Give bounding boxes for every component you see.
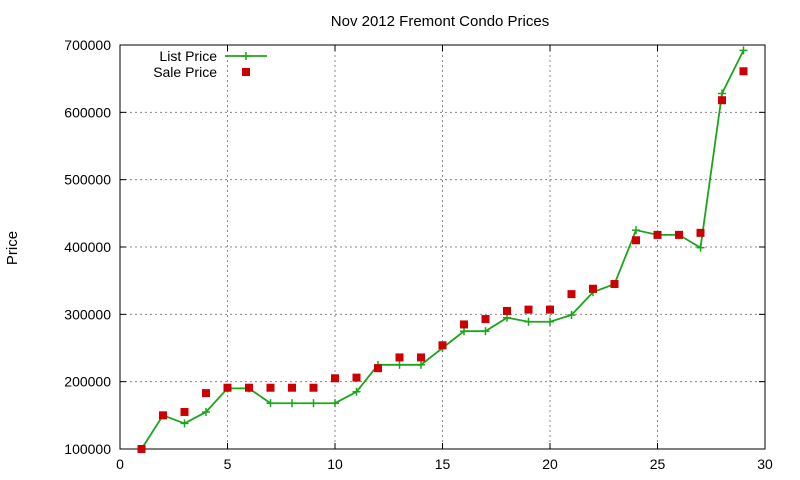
sale-price-point <box>137 445 146 453</box>
chart-title: Nov 2012 Fremont Condo Prices <box>331 13 549 30</box>
sale-price-point <box>159 411 167 420</box>
series-layer <box>137 46 748 453</box>
sale-price-point <box>309 383 318 392</box>
y-tick-label: 400000 <box>64 239 111 255</box>
sale-price-point <box>589 284 597 293</box>
sale-price-point <box>546 305 554 314</box>
y-tick-label: 700000 <box>64 37 111 53</box>
x-tick-label: 20 <box>542 456 558 472</box>
x-axis: 0 5 10 15 20 25 30 <box>116 45 773 472</box>
sale-price-point <box>610 280 619 289</box>
sale-price-point <box>567 290 576 299</box>
list-price-point <box>696 243 705 252</box>
legend-square-marker <box>242 68 250 76</box>
sale-price-point <box>180 407 189 416</box>
sale-price-point <box>202 389 210 398</box>
list-price-point <box>202 407 210 416</box>
list-price-point <box>266 399 275 408</box>
y-tick-label: 300000 <box>64 306 111 322</box>
sale-price-point <box>481 315 490 324</box>
x-tick-label: 30 <box>757 456 773 472</box>
list-price-point <box>352 387 361 396</box>
list-price-point <box>632 226 640 235</box>
list-price-point <box>718 89 726 98</box>
list-price-point <box>524 317 533 326</box>
list-price-point <box>460 327 468 336</box>
list-price-point <box>567 311 576 320</box>
sale-price-point <box>438 341 447 350</box>
y-tick-label: 200000 <box>64 374 111 390</box>
sale-price-point <box>331 374 339 383</box>
sale-price-point <box>653 230 662 239</box>
legend-label: Sale Price <box>153 64 217 80</box>
list-price-point <box>481 327 490 336</box>
y-axis-label: Price <box>4 231 21 265</box>
y-tick-label: 100000 <box>64 441 111 457</box>
sale-price-point <box>352 373 361 382</box>
list-price-point <box>546 317 554 326</box>
x-tick-label: 15 <box>435 456 451 472</box>
sale-price-point <box>266 383 275 392</box>
list-price-point <box>288 399 296 408</box>
sale-price-point <box>288 383 296 392</box>
y-tick-label: 500000 <box>64 172 111 188</box>
sale-price-point <box>223 383 232 392</box>
x-tick-label: 25 <box>650 456 666 472</box>
sale-price-point <box>696 228 705 237</box>
list-price-point <box>503 313 511 322</box>
sale-price-point <box>524 305 533 314</box>
list-price-point <box>180 419 189 428</box>
sale-price-point <box>374 364 382 373</box>
sale-price-point <box>675 230 683 239</box>
legend-label: List Price <box>159 48 217 64</box>
sale-price-point <box>718 96 726 105</box>
sale-price-point <box>417 353 425 362</box>
list-price-point <box>739 46 748 55</box>
sale-price-point <box>460 320 468 329</box>
list-price-point <box>309 399 318 408</box>
sale-price-series <box>137 67 748 453</box>
y-tick-label: 600000 <box>64 104 111 120</box>
legend-plus-marker <box>242 52 250 60</box>
sale-price-point <box>739 67 748 76</box>
list-price-point <box>417 360 425 369</box>
sale-price-point <box>245 383 253 392</box>
x-tick-label: 0 <box>116 456 124 472</box>
sale-price-point <box>632 236 640 245</box>
sale-price-point <box>503 306 511 315</box>
x-tick-label: 10 <box>327 456 343 472</box>
sale-price-point <box>395 353 404 362</box>
list-price-point <box>331 399 339 408</box>
list-price-point <box>395 360 404 369</box>
x-tick-label: 5 <box>224 456 232 472</box>
y-axis: 100000 200000 300000 400000 500000 600000 7000… <box>64 37 765 457</box>
